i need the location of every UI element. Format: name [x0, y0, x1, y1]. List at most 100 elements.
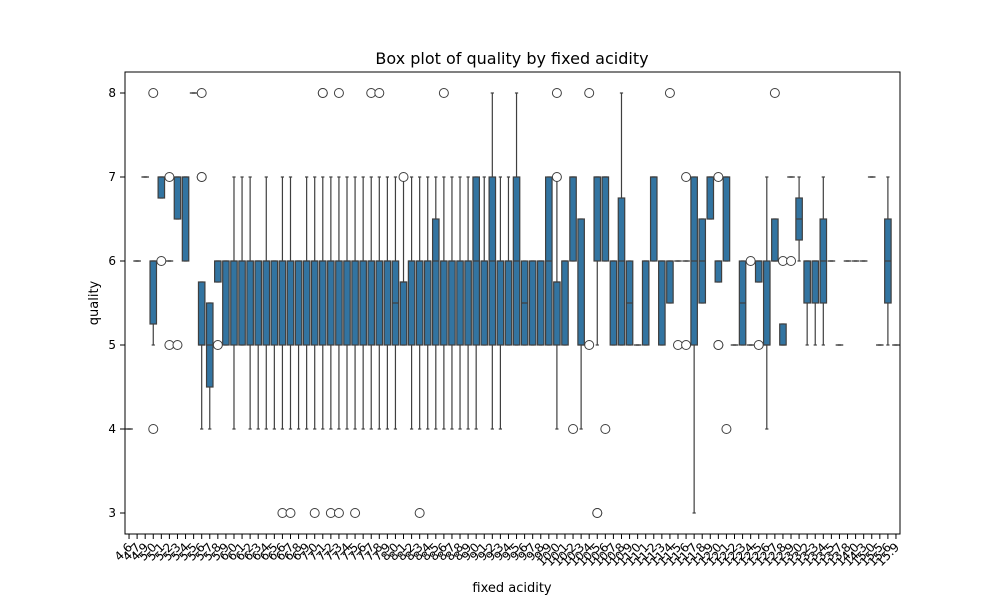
- box-6.9: [302, 176, 311, 430]
- box-5.7: [205, 302, 214, 430]
- box-10.5: [592, 176, 603, 518]
- box-7.4: [343, 176, 351, 430]
- box-9.2: [488, 92, 497, 430]
- iqr-box: [593, 176, 602, 262]
- iqr-box: [415, 260, 424, 346]
- box-9.4: [504, 176, 513, 346]
- outlier-point: [317, 88, 328, 98]
- iqr-box: [246, 260, 254, 346]
- box-8.7: [448, 176, 456, 430]
- iqr-box: [561, 260, 569, 346]
- iqr-box: [456, 260, 464, 346]
- box-11.7: [690, 176, 698, 514]
- outlier-point: [196, 172, 207, 182]
- box-13.4: [819, 176, 828, 346]
- box-13.3: [811, 260, 820, 346]
- iqr-box: [658, 260, 666, 346]
- box-10.4: [584, 88, 595, 350]
- iqr-box: [343, 260, 351, 346]
- box-5.1: [156, 176, 167, 266]
- iqr-box: [230, 260, 238, 346]
- iqr-box: [262, 260, 271, 346]
- iqr-box: [536, 260, 545, 346]
- iqr-box: [270, 260, 279, 346]
- iqr-box: [407, 260, 416, 346]
- iqr-box: [173, 176, 182, 220]
- outlier-point: [721, 424, 732, 434]
- outlier-point: [745, 256, 756, 266]
- y-tick-label: 5: [108, 338, 116, 352]
- box-6.0: [230, 176, 238, 430]
- box-10.3: [577, 218, 585, 430]
- box-12.1: [721, 176, 732, 434]
- iqr-box: [254, 260, 263, 346]
- iqr-box: [375, 260, 384, 346]
- box-11.6: [681, 172, 692, 350]
- outlier-point: [551, 172, 562, 182]
- iqr-box: [149, 260, 158, 325]
- box-7.6: [359, 176, 367, 430]
- box-11.3: [658, 260, 666, 346]
- box-11.9: [706, 176, 715, 220]
- outlier-point: [786, 256, 797, 266]
- box-10.0: [551, 88, 562, 430]
- outlier-point: [600, 424, 611, 434]
- outlier-point: [148, 424, 159, 434]
- iqr-box: [278, 260, 287, 346]
- box-12.9: [786, 176, 797, 266]
- outlier-point: [664, 88, 675, 98]
- box-7.2: [325, 176, 336, 518]
- iqr-box: [431, 218, 440, 346]
- box-12.4: [745, 256, 756, 346]
- iqr-box: [609, 260, 618, 346]
- outlier-point: [374, 88, 385, 98]
- outlier-point: [212, 340, 223, 350]
- iqr-box: [569, 176, 577, 262]
- box-7.5: [350, 176, 361, 518]
- iqr-box: [197, 281, 206, 346]
- box-9.5: [512, 92, 521, 346]
- outlier-point: [568, 424, 579, 434]
- y-tick-label: 3: [108, 506, 116, 520]
- box-10.1: [561, 260, 569, 346]
- outlier-point: [753, 340, 764, 350]
- iqr-box: [496, 260, 505, 346]
- box-12.3: [738, 260, 747, 346]
- box-10.9: [625, 260, 634, 346]
- outlier-point: [713, 340, 724, 350]
- box-6.3: [254, 260, 263, 430]
- box-8.1: [398, 172, 409, 346]
- outlier-point: [551, 88, 562, 98]
- box-8.4: [423, 176, 432, 430]
- iqr-box: [666, 260, 674, 304]
- box-8.3: [414, 176, 425, 518]
- iqr-box: [706, 176, 715, 220]
- iqr-box: [399, 281, 408, 346]
- iqr-box: [310, 260, 319, 346]
- x-axis: 4.64.74.95.05.15.25.35.45.55.65.75.85.96…: [112, 534, 902, 569]
- iqr-box: [222, 260, 230, 346]
- iqr-box: [181, 176, 190, 262]
- box-8.6: [438, 88, 449, 430]
- outlier-point: [196, 88, 207, 98]
- outlier-point: [398, 172, 409, 182]
- x-axis-label: fixed acidity: [472, 581, 552, 596]
- iqr-box: [480, 260, 489, 346]
- box-6.4: [262, 176, 271, 430]
- iqr-box: [811, 260, 820, 304]
- box-7.7: [366, 88, 377, 430]
- outlier-point: [769, 88, 780, 98]
- box-9.8: [536, 260, 545, 346]
- box-10.2: [568, 176, 579, 434]
- iqr-box: [214, 260, 222, 283]
- iqr-box: [528, 260, 537, 346]
- iqr-box: [779, 323, 787, 346]
- outlier-point: [414, 508, 425, 518]
- box-6.1: [238, 176, 246, 346]
- outlier-point: [333, 88, 344, 98]
- y-tick-label: 4: [108, 422, 116, 436]
- box-5.2: [164, 172, 175, 350]
- box-11.8: [698, 218, 707, 304]
- iqr-box: [714, 260, 723, 283]
- iqr-box: [302, 260, 311, 346]
